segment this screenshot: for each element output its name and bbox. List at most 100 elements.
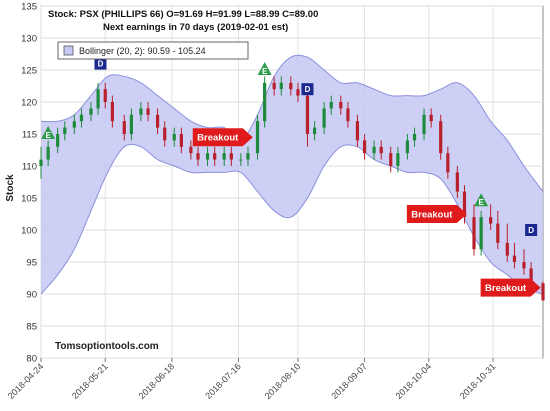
candle-body (529, 268, 533, 282)
legend-swatch (63, 45, 74, 56)
candle-body (263, 82, 267, 122)
y-tick-label: 105 (21, 194, 37, 205)
earnings-marker-label: E (262, 67, 268, 76)
candle-body (189, 146, 193, 154)
candle-body (329, 102, 333, 109)
candle-body (496, 223, 500, 243)
candle-body (279, 82, 283, 90)
legend-box (57, 41, 249, 60)
candle-body (72, 121, 76, 128)
candle-body (355, 121, 360, 141)
candle-body (405, 140, 409, 154)
candle-body (89, 108, 93, 115)
candle-body (412, 134, 417, 141)
breakout-label: Breakout (411, 210, 453, 221)
candle-body (339, 102, 343, 109)
dividend-marker-icon (94, 57, 107, 70)
breakout-arrow-icon (406, 205, 467, 223)
earnings-marker-icon (41, 126, 56, 139)
y-axis-ticks: 80 85 90 95 100 105 110 115 120 125 130 135 (21, 2, 37, 365)
candle-body (379, 146, 383, 154)
candle-body (63, 127, 67, 134)
bollinger-lower-line (40, 143, 544, 295)
candle-body (479, 217, 483, 250)
candles (39, 76, 545, 301)
x-tick-label: 2018-09-07 (329, 361, 369, 401)
candle-body (462, 191, 467, 218)
candle-body (146, 108, 150, 115)
candle-body (313, 127, 317, 134)
y-axis-label: Stock (5, 174, 16, 202)
y-tick-label: 120 (21, 98, 37, 109)
candle-body (129, 114, 134, 134)
candle-body (289, 82, 293, 90)
dividend-marker-label: D (98, 60, 104, 69)
candle-body (389, 153, 393, 166)
candle-body (239, 159, 243, 161)
candle-body (103, 89, 107, 102)
candle-body (122, 121, 126, 134)
y-tick-label: 135 (21, 2, 37, 13)
candle-body (229, 153, 233, 160)
candle-body (110, 102, 114, 122)
candle-body (246, 153, 250, 160)
earnings-marker-label: E (478, 198, 484, 207)
legend: Bollinger (20, 2): 90.59 - 105.24 (57, 41, 249, 60)
candle-body (79, 114, 84, 122)
candle-body (205, 153, 210, 160)
y-tick-label: 110 (22, 162, 37, 173)
dividend-marker-icon (301, 83, 314, 96)
bollinger-band (40, 54, 544, 295)
candle-body (472, 217, 476, 250)
candle-body (396, 153, 400, 166)
candle-body (346, 108, 350, 122)
x-tick-label: 2018-05-21 (70, 361, 110, 401)
candle-body (296, 89, 300, 96)
x-tick-label: 2018-10-31 (458, 361, 498, 401)
y-tick-label: 95 (26, 258, 37, 269)
candle-body (155, 114, 160, 128)
x-tick-label: 2018-04-24 (6, 361, 46, 401)
y-tick-label: 125 (21, 66, 37, 77)
candle-body (213, 153, 217, 160)
candle-body (505, 242, 509, 256)
legend-label: Bollinger (20, 2): 90.59 - 105.24 (79, 46, 206, 56)
candle-body (196, 153, 200, 160)
candle-body (322, 108, 326, 128)
watermark: Tomsoptiontools.com (55, 341, 159, 352)
header-quote-line: Stock: PSX (PHILLIPS 66) O=91.69 H=91.99… (48, 9, 318, 20)
candle-body (439, 121, 443, 154)
candle-body (172, 134, 176, 141)
candle-body (512, 255, 517, 262)
candle-body (163, 127, 167, 141)
candle-body (446, 153, 450, 173)
candle-body (255, 121, 260, 154)
dividend-marker-icon (525, 224, 538, 236)
header-earnings-line: Next earnings in 70 days (2019-02-01 est… (103, 22, 288, 33)
breakout-arrow-icon (192, 128, 253, 147)
bollinger-upper-line (40, 54, 544, 192)
y-tick-label: 100 (21, 226, 37, 237)
candle-body (305, 95, 310, 134)
earnings-marker-icon (257, 62, 272, 75)
x-tick-label: 2018-08-10 (263, 361, 303, 401)
x-tick-label: 2018-06-18 (137, 361, 177, 401)
candle-body (429, 114, 433, 122)
dividend-marker-label: D (528, 226, 534, 235)
candle-body (222, 153, 226, 160)
x-tick-label: 2018-10-04 (394, 361, 434, 401)
candle-body (522, 262, 526, 269)
y-tick-label: 90 (26, 290, 37, 301)
y-tick-label: 115 (22, 130, 37, 141)
candle-body (422, 114, 426, 134)
y-tick-label: 85 (26, 322, 37, 333)
candle-body (455, 172, 459, 192)
candle-body (489, 217, 493, 224)
earnings-marker-label: E (45, 131, 51, 140)
candle-body (179, 134, 183, 147)
y-tick-label: 130 (21, 34, 37, 45)
candle-body (56, 134, 60, 147)
candle-body (46, 146, 50, 160)
bollinger-fill (41, 55, 543, 295)
